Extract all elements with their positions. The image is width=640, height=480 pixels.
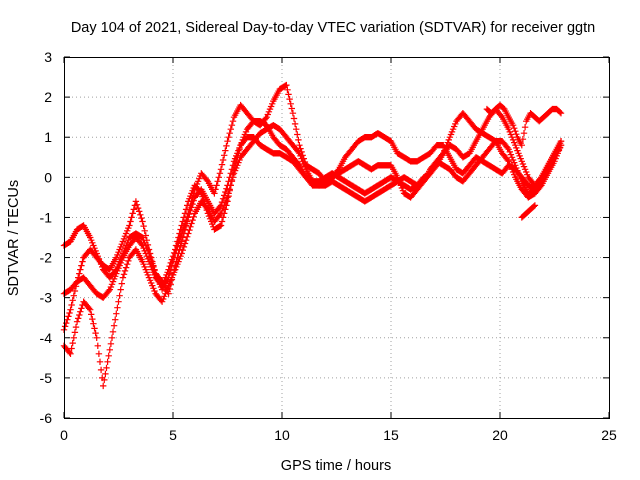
axis-ticks: [63, 56, 610, 419]
y-tick-label: -2: [40, 250, 53, 266]
data-point-markers: [483, 101, 565, 221]
series-track-d: [60, 122, 565, 390]
x-tick-label: 0: [60, 427, 68, 443]
data-point-markers: [60, 122, 565, 390]
y-tick-label: -3: [40, 290, 53, 306]
plot-frame: [64, 57, 610, 419]
y-tick-label: -1: [40, 209, 53, 225]
y-tick-label: 1: [44, 129, 52, 145]
chart-title: Day 104 of 2021, Sidereal Day-to-day VTE…: [71, 20, 595, 36]
x-tick-label: 20: [492, 427, 508, 443]
x-axis-label: GPS time / hours: [281, 458, 391, 474]
x-tick-label: 25: [601, 427, 617, 443]
series-track-e: [483, 101, 565, 221]
y-tick-label: 0: [44, 169, 52, 185]
x-tick-label: 15: [383, 427, 399, 443]
x-tick-labels: 0 5 10 15 20 25: [60, 427, 617, 443]
y-tick-label: 2: [44, 89, 52, 105]
y-tick-labels: 3 2 1 0 -1 -2 -3 -4 -5 -6: [40, 49, 53, 426]
y-axis-label: SDTVAR / TECUs: [6, 180, 22, 296]
x-tick-label: 5: [169, 427, 177, 443]
x-tick-label: 10: [274, 427, 290, 443]
y-tick-label: -4: [40, 330, 53, 346]
y-tick-label: -5: [40, 370, 53, 386]
y-tick-label: 3: [44, 49, 52, 65]
data-points: [60, 81, 565, 390]
y-tick-label: -6: [40, 410, 53, 426]
